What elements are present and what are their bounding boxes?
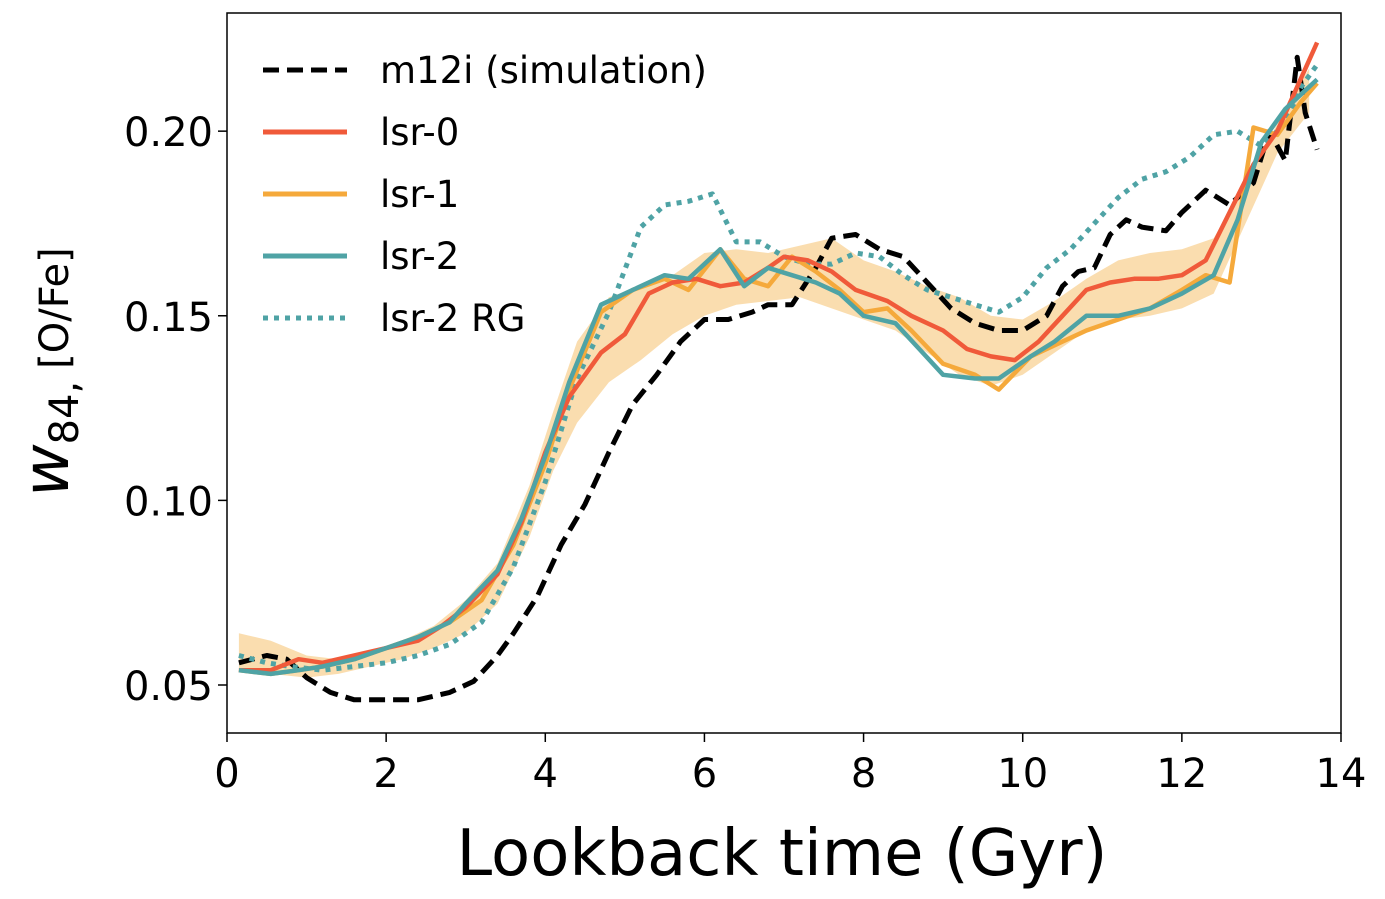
uncertainty-band: [238, 68, 1310, 678]
x-tick-label: 12: [1156, 751, 1207, 797]
y-tick-label: 0.15: [124, 295, 213, 341]
uncertainty-band-layer: [238, 68, 1310, 678]
series-line-lsr-2: [238, 77, 1319, 677]
x-tick-label: 6: [692, 751, 717, 797]
series-line-lsr-1: [238, 81, 1319, 677]
legend-item-lsr-2-rg: lsr-2 RG: [263, 297, 525, 340]
legend-item-m12i-simulation: m12i (simulation): [263, 49, 707, 92]
legend-item-lsr-2: lsr-2: [263, 235, 459, 278]
y-tick-label: 0.20: [124, 110, 213, 156]
x-tick-label: 2: [373, 751, 398, 797]
legend-item-lsr-1: lsr-1: [263, 173, 459, 216]
x-axis-ticks: 0 2 4 6 8 10 12 14: [214, 733, 1366, 797]
y-axis-label-rest: [O/Fe]: [32, 247, 78, 369]
legend-label: lsr-2: [380, 235, 459, 278]
y-tick-label: 0.05: [124, 664, 213, 710]
plot-frame: [226, 12, 1342, 734]
x-tick-label: 14: [1316, 751, 1367, 797]
series-line-m12i-simulation: [238, 54, 1320, 703]
y-axis-ticks: 0.05 0.10 0.15 0.20: [124, 110, 227, 710]
legend-label: lsr-2 RG: [380, 297, 525, 340]
x-tick-label: 10: [997, 751, 1048, 797]
y-axis-label-sub: 84,: [42, 381, 88, 445]
x-tick-label: 0: [214, 751, 239, 797]
legend-item-lsr-0: lsr-0: [263, 111, 459, 154]
x-tick-label: 4: [533, 751, 558, 797]
legend-label: lsr-0: [380, 111, 459, 154]
x-axis-label: Lookback time (Gyr): [457, 817, 1108, 891]
legend-label: lsr-1: [380, 173, 459, 216]
y-tick-label: 0.10: [124, 479, 213, 525]
legend: m12i (simulation) lsr-0 lsr-1 lsr-2 lsr-2 RG: [263, 49, 707, 340]
x-tick-label: 8: [851, 751, 876, 797]
series-line-lsr-2-rg: [238, 63, 1320, 673]
y-axis-label: w84, [O/Fe]: [10, 247, 88, 497]
y-axis-label-main: w: [10, 444, 84, 497]
series-layer: [238, 41, 1320, 703]
legend-label: m12i (simulation): [380, 49, 707, 92]
